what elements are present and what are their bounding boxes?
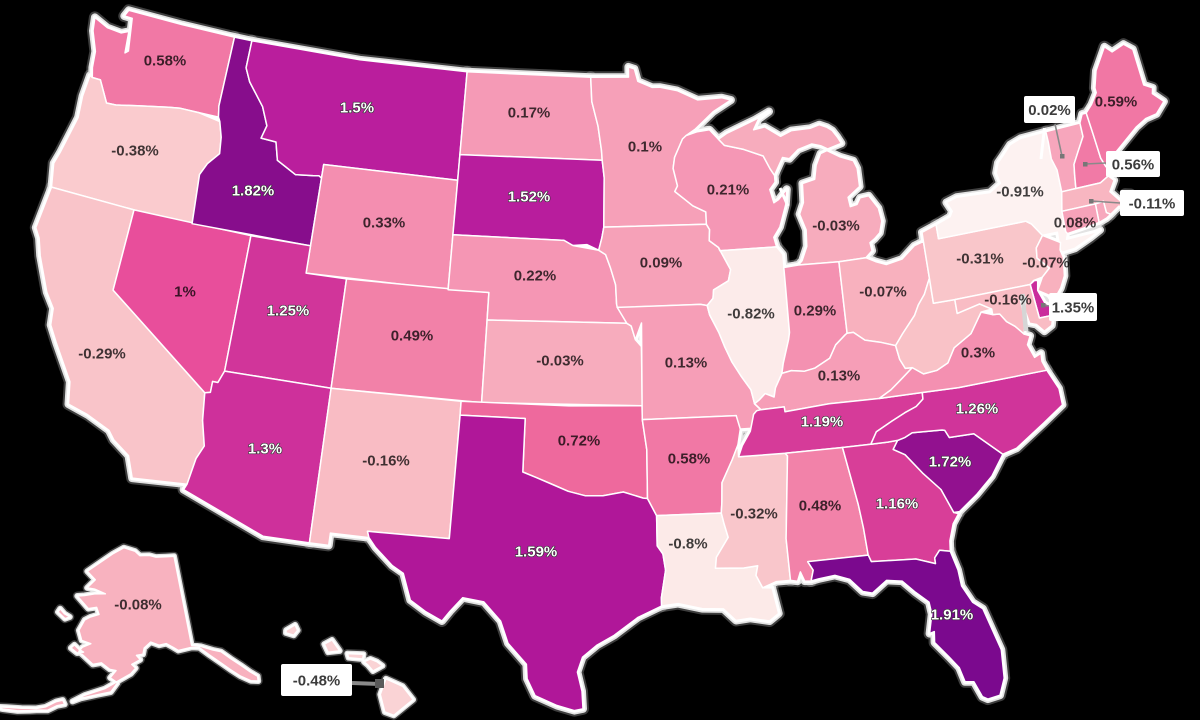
svg-text:0.09%: 0.09% [640, 254, 683, 271]
svg-text:0.3%: 0.3% [961, 344, 995, 361]
svg-text:-0.03%: -0.03% [536, 352, 584, 369]
svg-text:-0.16%: -0.16% [984, 291, 1032, 308]
svg-text:0.72%: 0.72% [558, 432, 601, 449]
svg-text:-0.16%: -0.16% [362, 452, 410, 469]
svg-text:-0.32%: -0.32% [730, 505, 778, 522]
svg-text:0.08%: 0.08% [1054, 214, 1097, 231]
svg-text:-0.31%: -0.31% [956, 250, 1004, 267]
svg-text:1.72%: 1.72% [929, 453, 972, 470]
svg-text:1.52%: 1.52% [508, 188, 551, 205]
svg-text:0.59%: 0.59% [1095, 93, 1138, 110]
svg-text:0.49%: 0.49% [391, 327, 434, 344]
svg-text:-0.03%: -0.03% [812, 217, 860, 234]
svg-text:-0.07%: -0.07% [1022, 254, 1070, 271]
svg-text:-0.11%: -0.11% [1129, 195, 1176, 212]
svg-text:1.91%: 1.91% [931, 606, 974, 623]
svg-text:0.02%: 0.02% [1028, 102, 1071, 119]
svg-text:1.82%: 1.82% [232, 182, 275, 199]
svg-text:0.13%: 0.13% [665, 354, 708, 371]
svg-text:-0.29%: -0.29% [78, 345, 126, 362]
svg-text:0.33%: 0.33% [363, 214, 406, 231]
svg-text:1.35%: 1.35% [1052, 299, 1095, 316]
svg-text:-0.08%: -0.08% [114, 596, 162, 613]
svg-text:0.58%: 0.58% [668, 450, 711, 467]
svg-text:-0.48%: -0.48% [293, 672, 341, 689]
svg-text:1.26%: 1.26% [956, 400, 999, 417]
svg-text:-0.91%: -0.91% [996, 183, 1044, 200]
svg-text:-0.38%: -0.38% [111, 142, 159, 159]
svg-text:1.19%: 1.19% [801, 413, 844, 430]
svg-text:-0.82%: -0.82% [727, 305, 775, 322]
svg-text:0.58%: 0.58% [144, 52, 187, 69]
svg-text:0.22%: 0.22% [514, 267, 557, 284]
svg-text:0.1%: 0.1% [628, 138, 662, 155]
svg-text:-0.8%: -0.8% [668, 535, 707, 552]
svg-text:1.16%: 1.16% [876, 495, 919, 512]
svg-text:0.56%: 0.56% [1112, 156, 1155, 173]
svg-text:0.17%: 0.17% [508, 104, 551, 121]
svg-text:1.3%: 1.3% [248, 440, 282, 457]
svg-text:0.29%: 0.29% [794, 302, 837, 319]
svg-text:0.21%: 0.21% [707, 181, 750, 198]
svg-text:0.13%: 0.13% [818, 367, 861, 384]
svg-text:1.5%: 1.5% [340, 99, 374, 116]
svg-text:1%: 1% [174, 283, 196, 300]
svg-text:0.48%: 0.48% [799, 497, 842, 514]
svg-text:1.25%: 1.25% [267, 302, 310, 319]
svg-text:-0.07%: -0.07% [859, 283, 907, 300]
svg-text:1.59%: 1.59% [515, 543, 558, 560]
